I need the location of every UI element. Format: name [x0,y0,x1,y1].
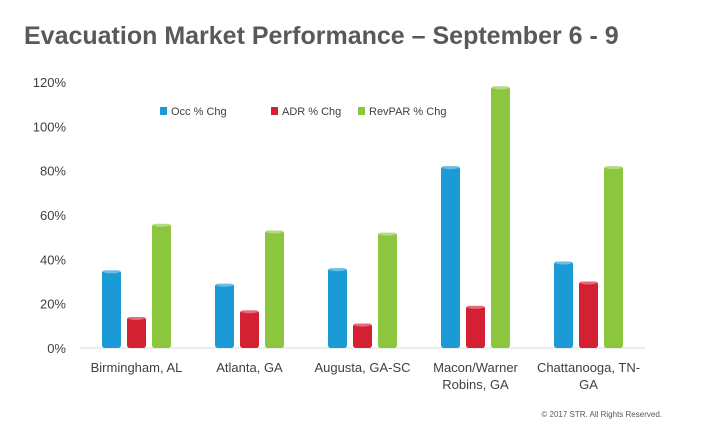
bar-shade [265,230,284,348]
y-tick-label: 0% [47,341,66,356]
bar-shade [240,310,259,348]
bar-shade [604,166,623,348]
bar-shade [378,232,397,348]
bar-top [266,229,283,234]
bar-shade [215,283,234,348]
bar-shade [466,305,485,348]
legend-label: ADR % Chg [282,106,341,118]
bar-top [103,269,120,274]
bar-shade [554,261,573,348]
legend-label: RevPAR % Chg [369,106,446,118]
bar-shade [102,270,121,348]
x-tick-label: Macon/Warner Robins, GA [433,360,518,392]
bar-top [442,165,459,170]
bar-top [605,165,622,170]
copyright-footer: © 2017 STR. All Rights Reserved. [541,410,662,419]
legend-swatch [358,107,365,115]
bar-shade [353,323,372,348]
x-tick-label: Augusta, GA-SC [314,360,410,375]
bar-top [467,304,484,309]
legend-swatch [160,107,167,115]
y-tick-label: 100% [33,119,67,134]
y-tick-label: 20% [40,297,66,312]
bar-top [216,282,233,287]
y-tick-label: 60% [40,208,66,223]
bar-shade [328,268,347,348]
bar-top [329,267,346,272]
bar-shade [441,166,460,348]
y-tick-label: 40% [40,252,66,267]
bar-top [580,280,597,285]
x-tick-label: Atlanta, GA [216,360,283,375]
bar-top [128,315,145,320]
chart-title: Evacuation Market Performance – Septembe… [24,22,619,50]
bar-top [153,222,170,227]
legend-label: Occ % Chg [171,106,227,118]
x-tick-label: Chattanooga, TN-GA [537,360,640,392]
bar-top [241,309,258,314]
y-tick-label: 80% [40,164,66,179]
bar-shade [579,281,598,348]
bar-shade [491,86,510,348]
bar-top [354,322,371,327]
y-tick-label: 120% [33,75,67,90]
bar-shade [152,223,171,348]
bar-top [555,260,572,265]
bar-top [492,85,509,90]
bar-top [379,231,396,236]
x-tick-label: Birmingham, AL [91,360,183,375]
legend-swatch [271,107,278,115]
bar-shade [127,316,146,348]
